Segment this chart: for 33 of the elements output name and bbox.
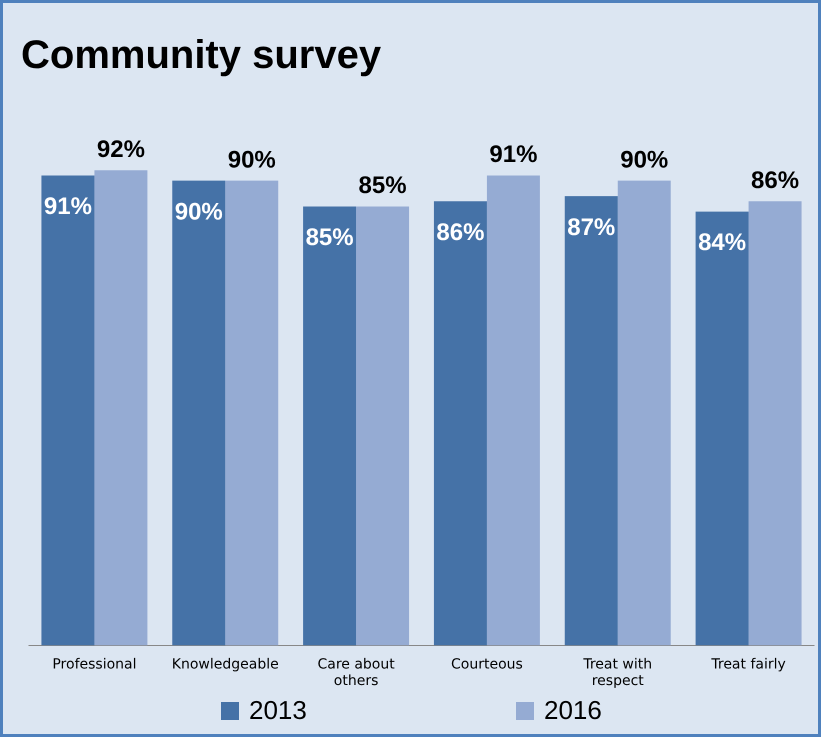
legend-label: 2013	[249, 695, 307, 726]
bar	[564, 196, 618, 646]
data-label: 91%	[44, 193, 92, 220]
data-label: 90%	[228, 146, 276, 174]
bar	[41, 175, 94, 646]
legend-label: 2016	[544, 695, 602, 726]
data-label: 84%	[698, 229, 746, 256]
x-tick-label: Care about others	[317, 656, 396, 690]
data-label: 90%	[620, 146, 668, 174]
chart-title: Community survey	[21, 33, 382, 78]
data-label: 85%	[306, 224, 354, 252]
bar	[486, 175, 540, 646]
x-tick-label: Courteous	[451, 656, 523, 672]
bar	[225, 180, 278, 646]
bar	[696, 212, 749, 646]
x-tick-label: Knowledgeable	[172, 656, 279, 672]
x-tick-label: Treat fairly	[710, 656, 786, 672]
bar	[172, 180, 226, 646]
data-label: 90%	[174, 198, 223, 226]
bar	[303, 206, 356, 646]
bar	[94, 170, 148, 646]
x-tick-label: Treat with respect	[582, 656, 652, 690]
data-label: 91%	[489, 141, 538, 168]
data-label: 86%	[751, 166, 800, 194]
bar	[618, 180, 671, 646]
bar	[434, 201, 487, 646]
bar	[748, 201, 802, 646]
data-label: 85%	[358, 172, 407, 200]
x-tick-label: Professional	[52, 656, 136, 672]
data-label: 87%	[567, 214, 616, 241]
bar	[356, 206, 410, 646]
data-label: 86%	[436, 218, 484, 246]
data-label: 92%	[96, 136, 145, 163]
